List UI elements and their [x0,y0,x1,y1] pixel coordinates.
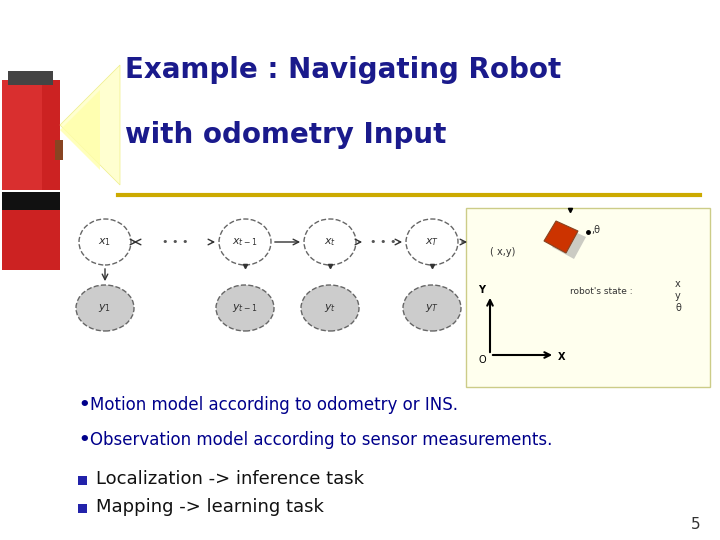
Ellipse shape [406,219,458,265]
Text: ,θ: ,θ [591,225,600,235]
FancyBboxPatch shape [55,140,63,160]
Text: $y_t$: $y_t$ [324,302,336,314]
FancyBboxPatch shape [2,192,60,210]
Text: Mapping -> learning task: Mapping -> learning task [96,498,324,516]
Text: Example : Navigating Robot: Example : Navigating Robot [125,56,562,84]
Text: $y_1$: $y_1$ [99,302,112,314]
Text: y: y [675,291,680,301]
Text: 5: 5 [690,517,700,532]
FancyBboxPatch shape [8,71,53,85]
FancyBboxPatch shape [2,195,60,270]
Text: •: • [78,431,89,449]
Polygon shape [60,65,120,185]
Text: $y_T$: $y_T$ [425,302,439,314]
Polygon shape [552,227,586,259]
Text: ( x,y): ( x,y) [490,247,516,257]
Text: robot's state :: robot's state : [570,287,633,296]
Text: Localization -> inference task: Localization -> inference task [96,470,364,488]
Polygon shape [544,221,578,253]
Text: $y_{t-1}$: $y_{t-1}$ [232,302,258,314]
Text: X: X [558,352,566,362]
Text: $x_{t-1}$: $x_{t-1}$ [232,236,258,248]
FancyBboxPatch shape [2,80,42,190]
FancyBboxPatch shape [2,80,60,190]
Text: $x_T$: $x_T$ [425,236,439,248]
Ellipse shape [304,219,356,265]
FancyBboxPatch shape [78,503,87,512]
Text: $x_t$: $x_t$ [324,236,336,248]
Ellipse shape [216,285,274,331]
Text: Observation model according to sensor measurements.: Observation model according to sensor me… [90,431,552,449]
FancyBboxPatch shape [466,208,710,387]
Ellipse shape [79,219,131,265]
FancyBboxPatch shape [78,476,87,484]
Ellipse shape [403,285,461,331]
Ellipse shape [76,285,134,331]
Ellipse shape [219,219,271,265]
Text: •: • [78,396,89,414]
Text: θ: θ [675,303,681,313]
Text: • • •: • • • [370,237,396,247]
Text: O: O [478,355,486,365]
Polygon shape [60,90,100,170]
Text: $x_1$: $x_1$ [99,236,112,248]
Text: • • •: • • • [162,237,188,247]
Text: x: x [675,279,680,289]
Ellipse shape [301,285,359,331]
Text: with odometry Input: with odometry Input [125,121,446,149]
Text: Motion model according to odometry or INS.: Motion model according to odometry or IN… [90,396,458,414]
Text: Y: Y [479,285,485,295]
